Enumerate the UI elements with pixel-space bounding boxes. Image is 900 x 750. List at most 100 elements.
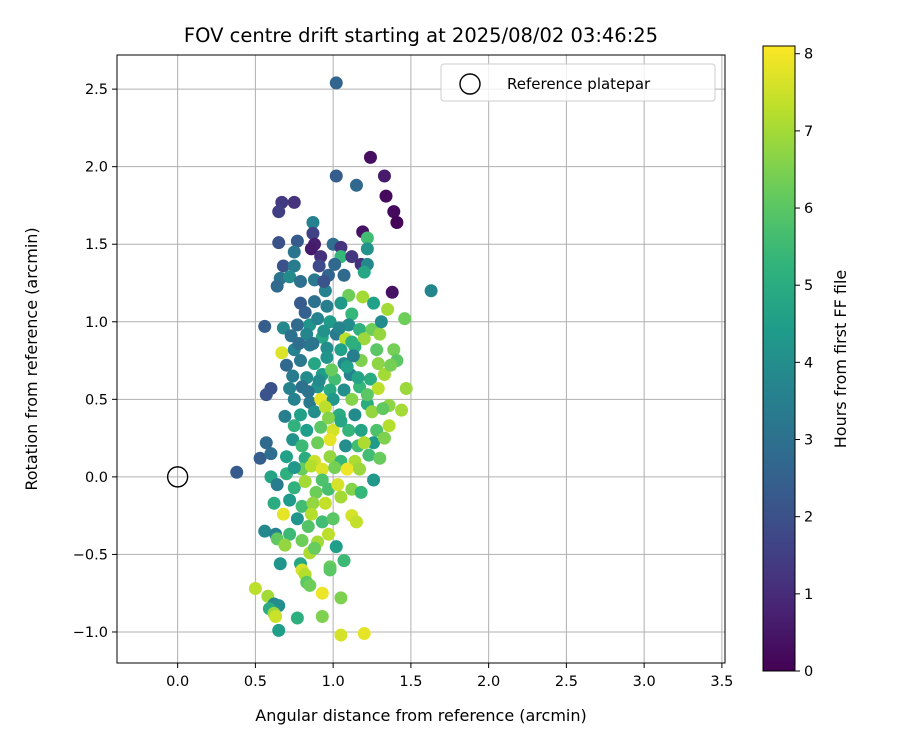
data-point bbox=[354, 485, 368, 499]
data-point bbox=[293, 408, 307, 422]
data-point bbox=[385, 285, 399, 299]
data-point bbox=[328, 257, 342, 271]
data-point bbox=[259, 388, 273, 402]
data-point bbox=[329, 540, 343, 554]
data-point bbox=[370, 343, 384, 357]
data-point bbox=[283, 493, 297, 507]
data-point bbox=[360, 388, 374, 402]
data-point bbox=[311, 436, 325, 450]
data-point bbox=[334, 343, 348, 357]
data-point bbox=[376, 402, 390, 416]
data-point bbox=[382, 419, 396, 433]
y-tick-label: 0.0 bbox=[85, 470, 108, 486]
data-point bbox=[345, 250, 359, 264]
data-point bbox=[399, 381, 413, 395]
data-point bbox=[315, 609, 329, 623]
data-point bbox=[357, 627, 371, 641]
colorbar-tick-label: 4 bbox=[804, 355, 813, 371]
colorbar-tick-label: 3 bbox=[804, 433, 813, 449]
data-point bbox=[301, 385, 315, 399]
data-point bbox=[311, 312, 325, 326]
data-point bbox=[349, 515, 363, 529]
data-point bbox=[345, 307, 359, 321]
data-point bbox=[298, 475, 312, 489]
data-point bbox=[321, 411, 335, 425]
data-point bbox=[287, 481, 301, 495]
data-point bbox=[283, 381, 297, 395]
colorbar-label: Hours from first FF file bbox=[831, 270, 850, 449]
data-point bbox=[357, 436, 371, 450]
y-tick-label: 1.0 bbox=[85, 315, 108, 331]
data-point bbox=[337, 383, 351, 397]
data-point bbox=[272, 623, 286, 637]
data-point bbox=[304, 507, 318, 521]
data-point bbox=[342, 423, 356, 437]
data-point bbox=[377, 368, 391, 382]
data-point bbox=[300, 327, 314, 341]
data-point bbox=[371, 357, 385, 371]
data-point bbox=[306, 496, 320, 510]
colorbar-tick-label: 8 bbox=[804, 47, 813, 63]
data-point bbox=[272, 205, 286, 219]
data-point bbox=[334, 296, 348, 310]
data-point bbox=[295, 439, 309, 453]
data-point bbox=[339, 439, 353, 453]
colorbar-tick-label: 7 bbox=[804, 124, 813, 140]
data-point bbox=[328, 461, 342, 475]
data-point bbox=[287, 461, 301, 475]
data-point bbox=[290, 611, 304, 625]
plot-frame bbox=[116, 54, 726, 664]
data-point bbox=[424, 284, 438, 298]
scatter-points bbox=[230, 76, 438, 642]
x-tick-label: 1.5 bbox=[399, 674, 422, 690]
data-point bbox=[283, 270, 297, 284]
data-point bbox=[315, 473, 329, 487]
data-point bbox=[332, 321, 346, 335]
data-point bbox=[340, 360, 354, 374]
data-point bbox=[345, 392, 359, 406]
data-point bbox=[363, 150, 377, 164]
data-point bbox=[398, 312, 412, 326]
data-point bbox=[290, 234, 304, 248]
x-tick-label: 0.5 bbox=[244, 674, 267, 690]
data-point bbox=[362, 448, 376, 462]
data-point bbox=[329, 76, 343, 90]
data-point bbox=[377, 169, 391, 183]
data-point bbox=[360, 242, 374, 256]
data-point bbox=[329, 169, 343, 183]
colorbar-bar bbox=[762, 45, 796, 672]
x-tick-label: 2.5 bbox=[555, 674, 578, 690]
data-point bbox=[320, 299, 334, 313]
y-tick-label: −1.0 bbox=[73, 625, 108, 641]
data-point bbox=[304, 242, 318, 256]
data-point bbox=[321, 527, 335, 541]
data-point bbox=[306, 216, 320, 230]
data-point bbox=[367, 473, 381, 487]
data-point bbox=[373, 451, 387, 465]
data-point bbox=[356, 290, 370, 304]
data-point bbox=[317, 274, 331, 288]
data-point bbox=[292, 336, 306, 350]
data-point bbox=[286, 433, 300, 447]
data-point bbox=[373, 327, 387, 341]
data-point bbox=[317, 324, 331, 338]
data-point bbox=[357, 332, 371, 346]
legend-marker-icon bbox=[459, 73, 481, 95]
data-point bbox=[353, 462, 367, 476]
data-point bbox=[293, 274, 307, 288]
data-point bbox=[323, 563, 337, 577]
data-point bbox=[275, 346, 289, 360]
data-point bbox=[374, 315, 388, 329]
data-point bbox=[348, 408, 362, 422]
data-point bbox=[253, 451, 267, 465]
data-point bbox=[307, 357, 321, 371]
data-point bbox=[290, 512, 304, 526]
data-point bbox=[367, 296, 381, 310]
data-point bbox=[267, 496, 281, 510]
y-tick-label: 0.5 bbox=[85, 392, 108, 408]
data-point bbox=[387, 343, 401, 357]
data-point bbox=[298, 305, 312, 319]
data-point bbox=[230, 465, 244, 479]
legend-box bbox=[440, 63, 716, 102]
data-point bbox=[351, 371, 365, 385]
